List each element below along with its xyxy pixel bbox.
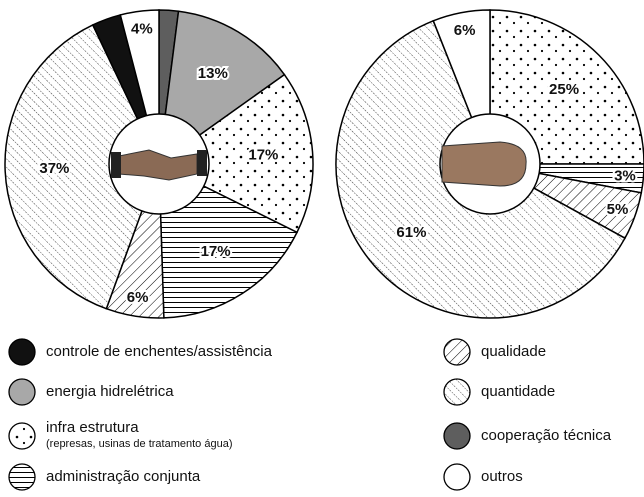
- legend-label: energia hidrelétrica: [46, 383, 174, 400]
- legend-swatch: [8, 338, 36, 366]
- value-label: 17%: [248, 147, 278, 164]
- center-icon: [441, 141, 527, 187]
- value-label: 6%: [454, 22, 476, 39]
- legend-note: (represas, usinas de tratamento água): [46, 438, 233, 450]
- icon-fist: [441, 141, 527, 187]
- value-label: 61%: [396, 224, 426, 241]
- legend-label: controle de enchentes/assistência: [46, 343, 273, 360]
- legend-swatch: [443, 422, 471, 450]
- legend-swatch: [8, 463, 36, 491]
- value-label: 3%: [614, 168, 636, 185]
- legend-label: outros: [481, 468, 523, 485]
- legend-swatch: [443, 378, 471, 406]
- icon-cuff: [111, 150, 207, 178]
- pie-slice: [157, 73, 314, 234]
- value-label: 25%: [549, 81, 579, 98]
- legend-swatch: [8, 422, 36, 450]
- legend-label: infra estrutura: [46, 419, 139, 436]
- legend-swatch: [443, 463, 471, 491]
- pie-slice: [4, 23, 160, 310]
- value-label: 5%: [607, 201, 629, 218]
- legend-label: administração conjunta: [46, 468, 201, 485]
- center-icon: [111, 149, 207, 181]
- value-label: 37%: [39, 160, 69, 177]
- legend-swatch: [8, 378, 36, 406]
- value-label: 4%: [131, 21, 153, 38]
- pie-slice: [489, 9, 644, 165]
- pie-slice: [158, 162, 298, 319]
- legend-label: cooperação técnica: [481, 427, 612, 444]
- value-label: 6%: [127, 289, 149, 306]
- legend-label: qualidade: [481, 343, 546, 360]
- legend-label: quantidade: [481, 383, 555, 400]
- legend-swatch: [443, 338, 471, 366]
- value-label: 13%: [198, 65, 228, 82]
- value-label: 17%: [201, 243, 231, 260]
